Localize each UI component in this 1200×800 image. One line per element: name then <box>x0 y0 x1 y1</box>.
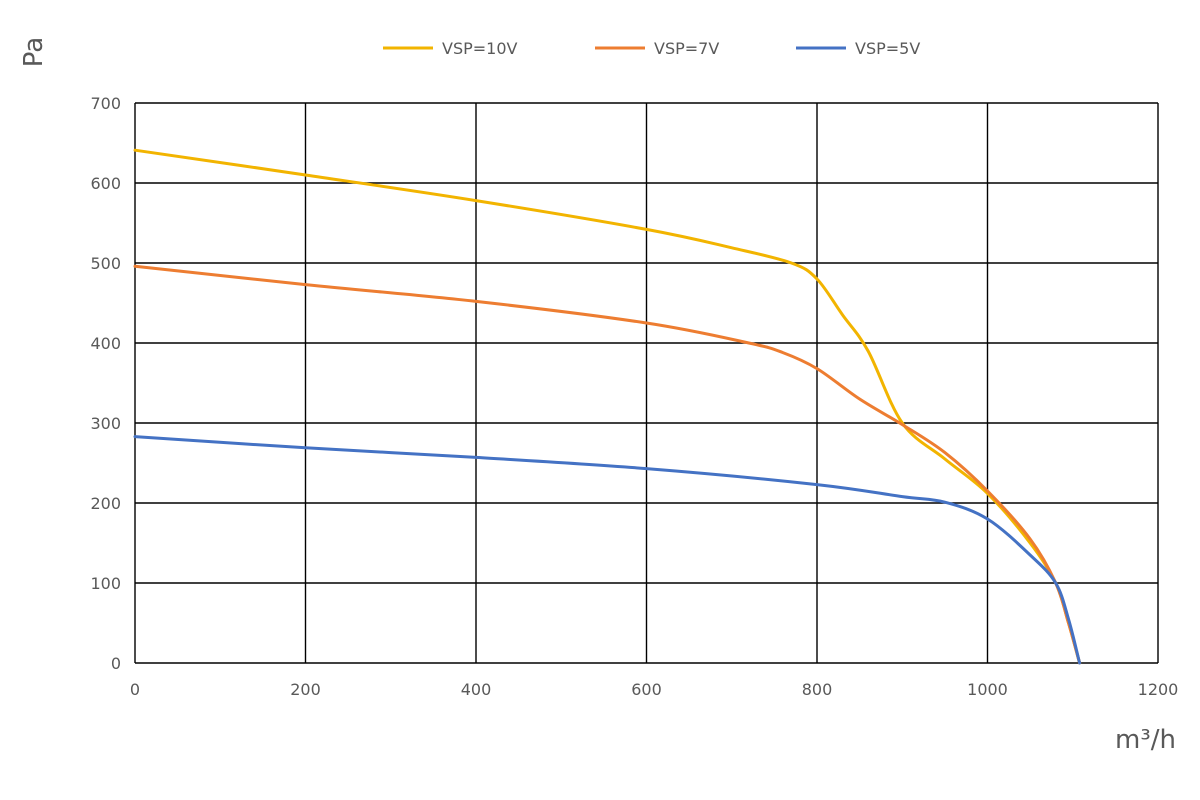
y-tick-label: 500 <box>90 254 121 273</box>
y-tick-label: 600 <box>90 174 121 193</box>
x-tick-label: 800 <box>802 680 833 699</box>
legend: VSP=10V VSP=7V VSP=5V <box>383 39 920 58</box>
y-tick-label: 200 <box>90 494 121 513</box>
tick-labels: 0 200 400 600 800 1000 1200 0 100 200 300 400 500 600… <box>90 94 1178 699</box>
x-axis-label: m³/h <box>1115 725 1176 755</box>
y-tick-label: 300 <box>90 414 121 433</box>
series-line-vsp-5v <box>133 435 1082 665</box>
y-tick-label: 700 <box>90 94 121 113</box>
x-tick-label: 600 <box>631 680 662 699</box>
series-line-vsp-7v <box>133 264 1082 665</box>
legend-label-vsp-10v: VSP=10V <box>442 39 518 58</box>
series-layer <box>133 148 1082 665</box>
grid <box>134 102 1159 664</box>
x-tick-label: 1000 <box>967 680 1008 699</box>
x-tick-label: 400 <box>461 680 492 699</box>
legend-label-vsp-7v: VSP=7V <box>654 39 719 58</box>
series-line-vsp-10v <box>133 148 1082 665</box>
y-tick-label: 400 <box>90 334 121 353</box>
y-tick-label: 0 <box>111 654 121 673</box>
legend-label-vsp-5v: VSP=5V <box>855 39 920 58</box>
x-tick-label: 0 <box>130 680 140 699</box>
y-axis-label: Pa <box>19 37 49 67</box>
x-tick-label: 200 <box>290 680 321 699</box>
x-tick-label: 1200 <box>1138 680 1179 699</box>
y-tick-label: 100 <box>90 574 121 593</box>
